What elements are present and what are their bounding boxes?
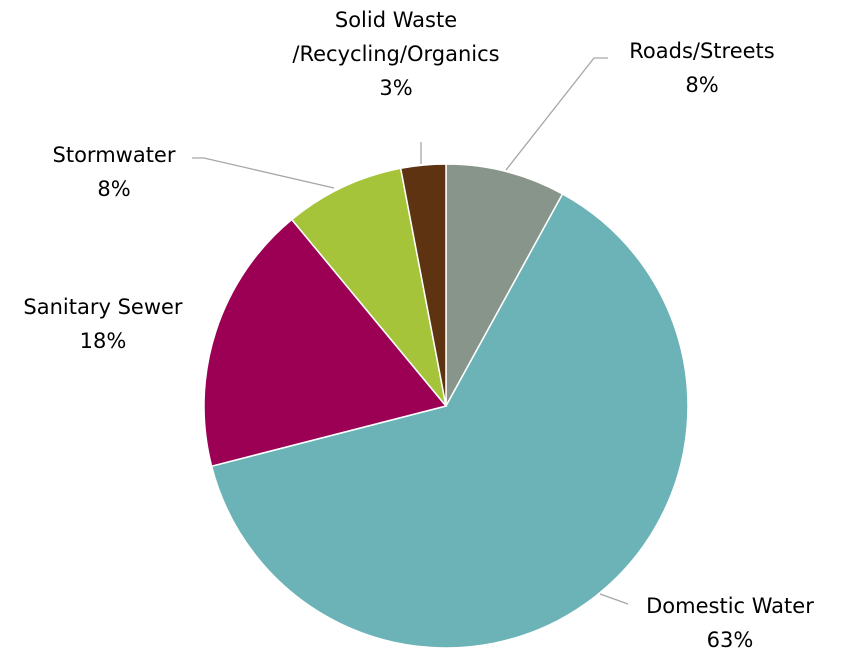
data-label-domestic-water: Domestic Water 63% [646,594,814,652]
pie-slice-roads-streets [445,163,564,407]
data-label-category: Domestic Water [646,594,814,618]
slices-layer [203,163,689,649]
data-label-category: Sanitary Sewer [23,295,183,319]
data-label-roads-streets: Roads/Streets 8% [629,39,774,97]
data-label-category: /Recycling/Organics [292,42,499,66]
leader-line-stormwater [192,157,335,189]
data-label-category: Roads/Streets [629,39,774,63]
data-label-value: 3% [379,76,412,100]
pie-slice-domestic-water [210,192,689,649]
data-label-category: Solid Waste [335,8,457,32]
data-label-value: 8% [685,73,718,97]
pie-slice-sanitary-sewer [203,218,448,468]
data-label-solid-waste-recycling-organics: Solid Waste/Recycling/Organics 3% [292,8,499,100]
leader-line-domestic-water [599,593,629,605]
data-label-stormwater: Stormwater 8% [53,143,176,201]
data-label-sanitary-sewer: Sanitary Sewer 18% [23,295,183,353]
pie-slice-solid-waste-recycling-organics [399,163,447,407]
data-label-value: 8% [97,177,130,201]
leader-lines-layer [192,57,629,605]
labels-layer: Roads/Streets 8% Domestic Water 63% Sanitary… [23,8,814,652]
data-label-category: Stormwater [53,143,176,167]
data-label-value: 18% [80,329,127,353]
pie-slice-stormwater [290,167,447,407]
data-label-value: 63% [707,628,754,652]
leader-line-roads-streets [505,57,608,171]
